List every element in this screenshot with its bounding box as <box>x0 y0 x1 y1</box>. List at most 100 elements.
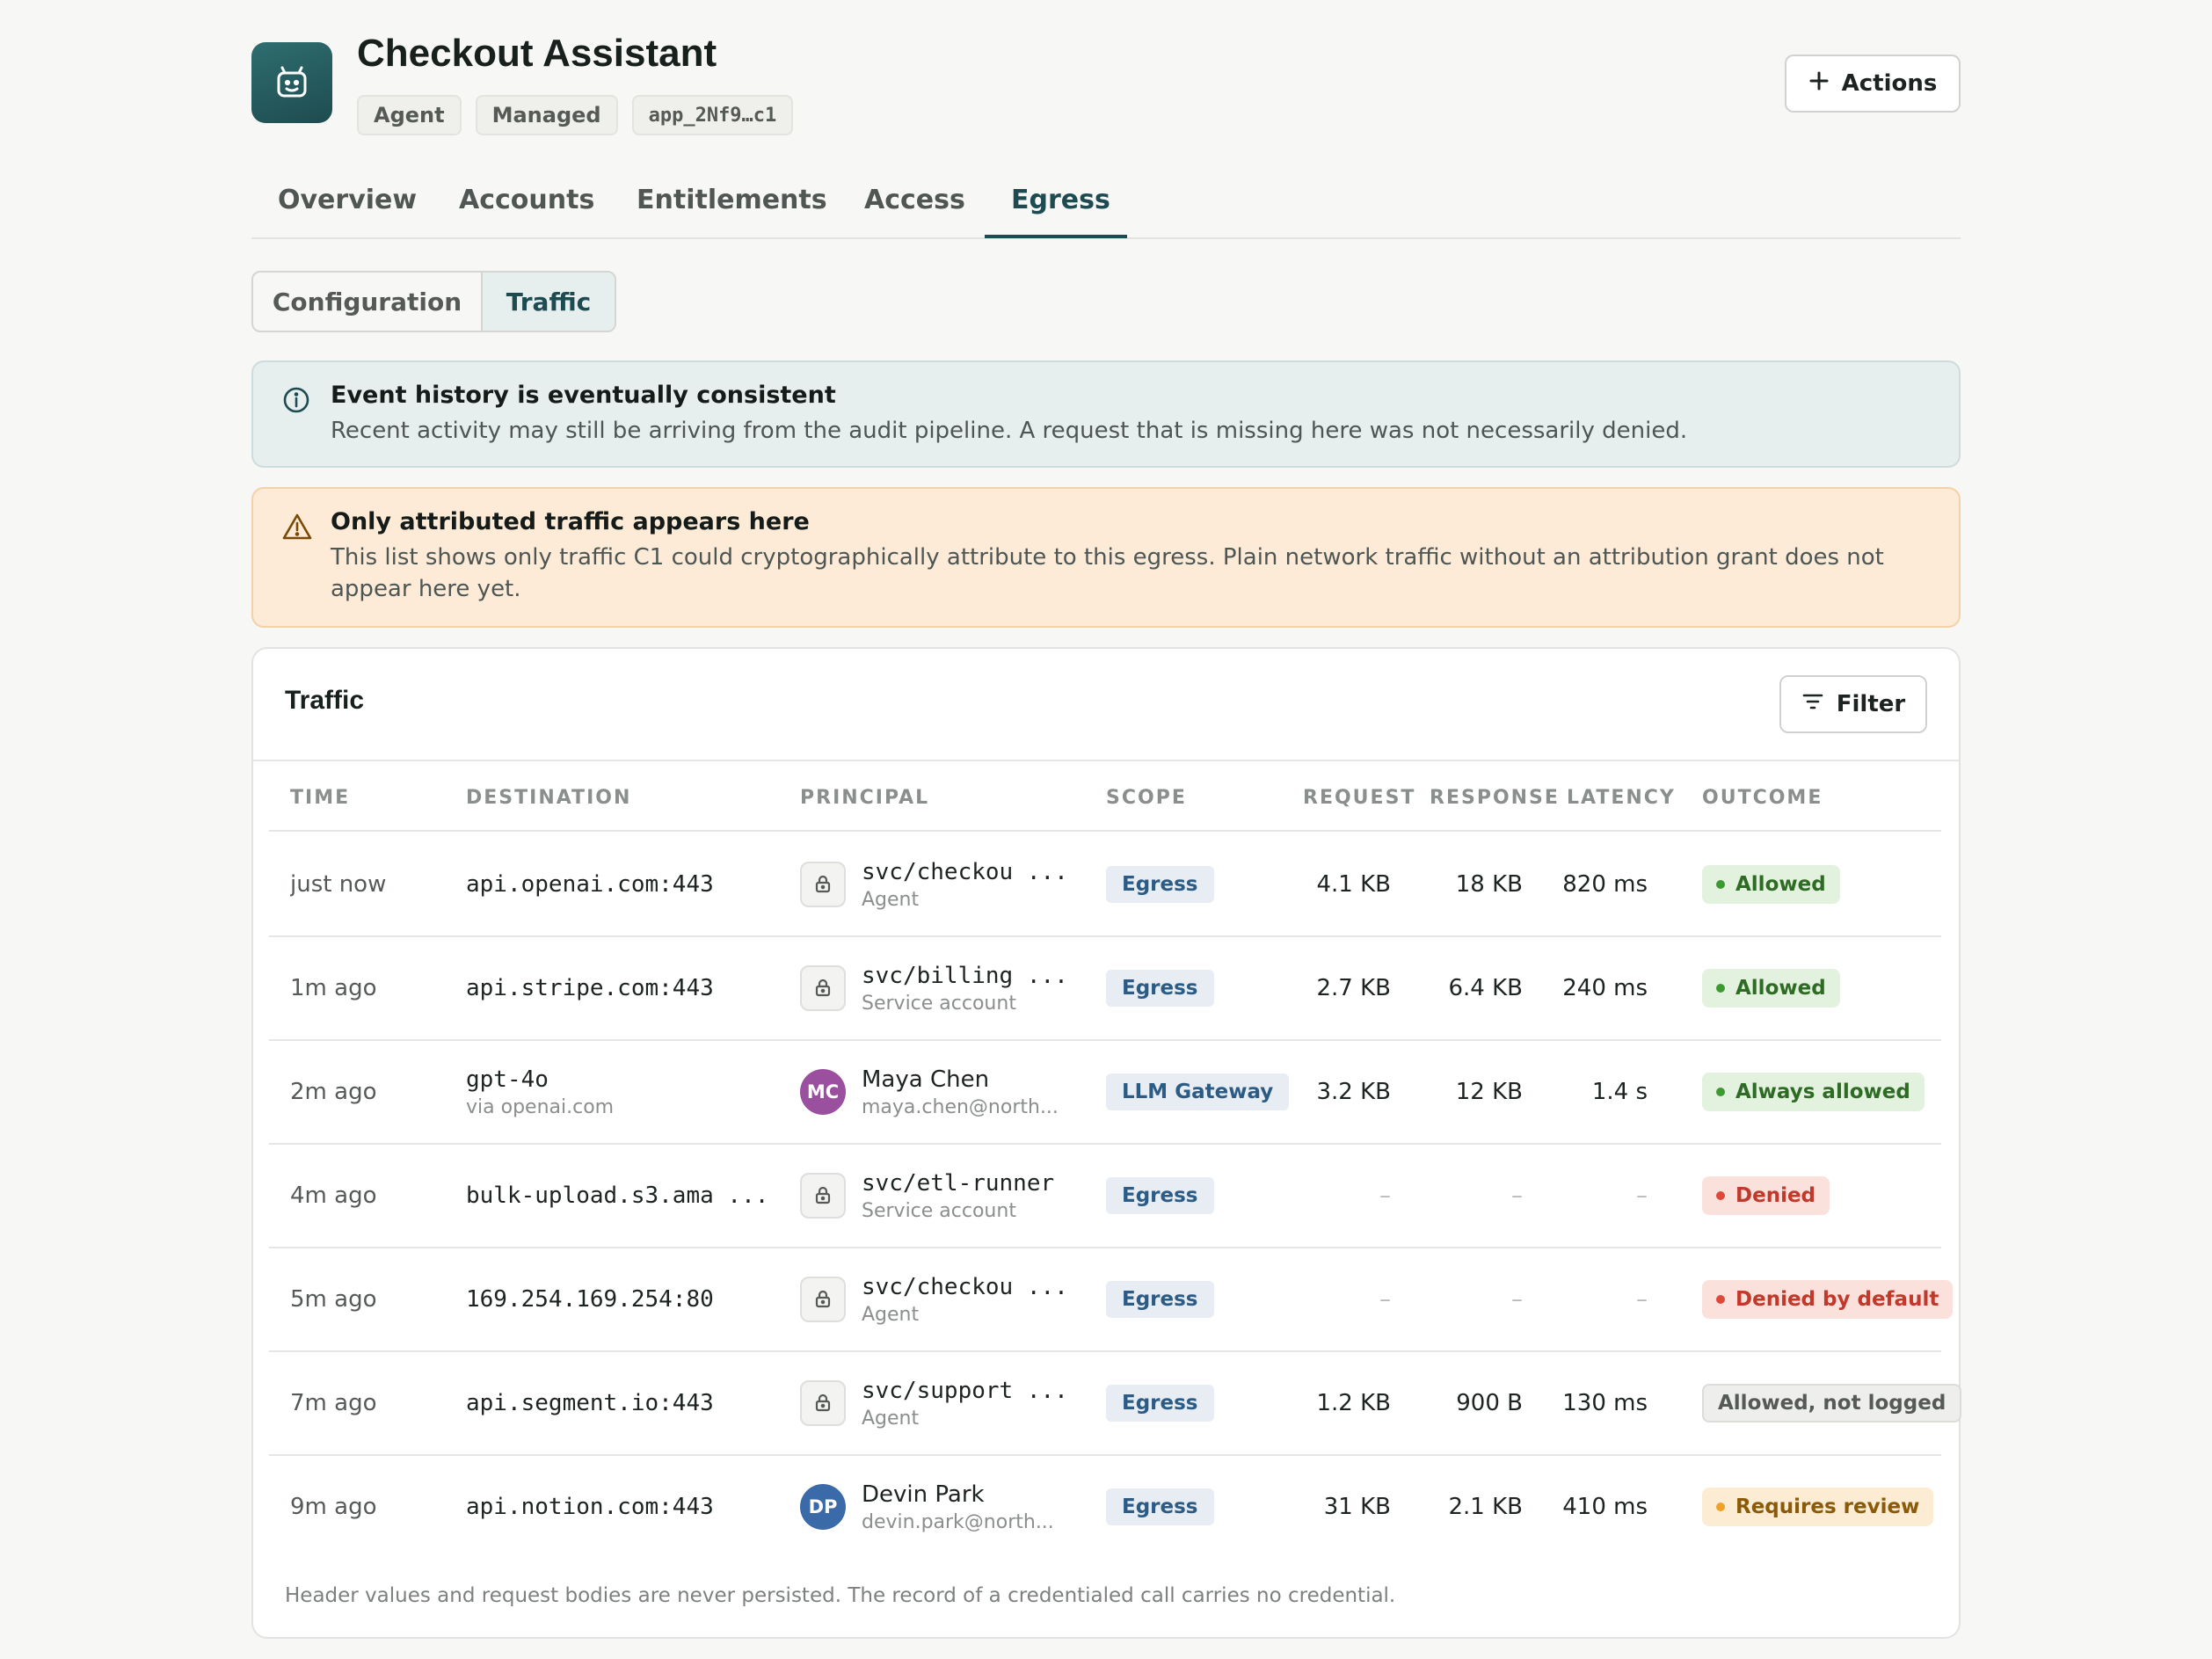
outcome-label: Allowed <box>1735 977 1826 1000</box>
time-value: 7m ago <box>290 1390 377 1416</box>
scope-cell: Egress <box>1106 1456 1214 1558</box>
app-header: Checkout Assistant Agent Managed app_2Nf… <box>251 0 1961 158</box>
table-row[interactable]: 7m ago api.segment.io:443 svc/support ... A… <box>269 1352 1962 1456</box>
subtab-traffic[interactable]: Traffic <box>483 273 615 331</box>
outcome-cell: Allowed <box>1702 833 1840 935</box>
column-header-outcome[interactable]: OUTCOME <box>1702 786 1823 809</box>
scope-cell: LLM Gateway <box>1106 1041 1290 1143</box>
principal-text: svc/billing ... Service account <box>862 963 1068 1015</box>
scope-cell: Egress <box>1106 1352 1214 1454</box>
tab-accounts[interactable]: Accounts <box>459 185 595 215</box>
tab-access[interactable]: Access <box>864 185 965 215</box>
filter-button[interactable]: Filter <box>1779 675 1927 733</box>
outcome-cell: Requires review <box>1702 1456 1934 1558</box>
principal-type: Agent <box>862 1303 920 1326</box>
outcome-cell: Denied <box>1702 1145 1830 1247</box>
request-size: – <box>1379 1286 1391 1313</box>
avatar: DP <box>800 1484 846 1530</box>
response-size: 12 KB <box>1455 1079 1523 1105</box>
traffic-card: Traffic Filter TIME DESTINATION PRINCIPA… <box>251 647 1962 1639</box>
column-header-response[interactable]: RESPONSE <box>1430 786 1560 809</box>
response-size: 18 KB <box>1455 871 1523 898</box>
outcome-cell: Always allowed <box>1702 1041 1925 1143</box>
principal-cell[interactable]: svc/checkou ... Agent <box>800 1248 1081 1350</box>
time-value: 9m ago <box>290 1494 377 1520</box>
column-header-request[interactable]: REQUEST <box>1303 786 1416 809</box>
principal-cell[interactable]: DP Devin Park devin.park@north... <box>800 1456 1081 1558</box>
info-icon <box>281 385 313 417</box>
info-alert: Event history is eventually consistent R… <box>251 360 1961 468</box>
outcome-cell: Allowed <box>1702 937 1840 1039</box>
table-row[interactable]: 1m ago api.stripe.com:443 svc/billing ... S… <box>269 937 1941 1041</box>
principal-type: Service account <box>862 992 1016 1015</box>
table-row[interactable]: 2m ago gpt-4o via openai.com MC Maya Chen may… <box>269 1041 1941 1145</box>
tab-entitlements[interactable]: Entitlements <box>637 185 827 215</box>
principal-cell[interactable]: svc/checkou ... Agent <box>800 833 1081 935</box>
response-size: 2.1 KB <box>1448 1494 1524 1520</box>
principal-cell[interactable]: svc/etl-runner Service account <box>800 1145 1081 1247</box>
outcome-badge: Denied <box>1702 1176 1830 1215</box>
table-header: TIME DESTINATION PRINCIPAL SCOPE REQUEST… <box>269 763 1941 832</box>
principal-name: Devin Park <box>862 1481 985 1508</box>
actions-button[interactable]: Actions <box>1785 55 1961 113</box>
robot-icon <box>251 42 332 123</box>
subtab-configuration[interactable]: Configuration <box>253 273 483 331</box>
table-row[interactable]: just now api.openai.com:443 svc/checkou ..… <box>269 833 1941 937</box>
table-row[interactable]: 4m ago bulk-upload.s3.ama ... svc/etl-runn… <box>269 1145 1941 1248</box>
latency-value: 410 ms <box>1562 1494 1648 1520</box>
avatar: MC <box>800 1069 846 1115</box>
destination-value: api.notion.com:443 <box>466 1494 714 1520</box>
column-header-principal[interactable]: PRINCIPAL <box>800 786 930 809</box>
principal-cell[interactable]: MC Maya Chen maya.chen@north... <box>800 1041 1081 1143</box>
principal-text: Devin Park devin.park@north... <box>862 1481 1054 1533</box>
status-dot <box>1716 880 1725 889</box>
subtab-switcher: Configuration Traffic <box>251 271 616 332</box>
column-header-destination[interactable]: DESTINATION <box>466 786 632 809</box>
tab-overview[interactable]: Overview <box>278 185 418 215</box>
outcome-badge: Denied by default <box>1702 1280 1954 1319</box>
status-dot <box>1716 1088 1725 1096</box>
scope-cell: Egress <box>1106 1145 1214 1247</box>
principal-name: svc/checkou ... <box>862 1273 1068 1300</box>
principal-type: Agent <box>862 1407 920 1430</box>
outcome-badge: Always allowed <box>1702 1073 1925 1111</box>
principal-cell[interactable]: svc/billing ... Service account <box>800 937 1081 1039</box>
warning-alert-body: This list shows only traffic C1 could cr… <box>331 544 1884 602</box>
time-value: just now <box>290 871 387 898</box>
outcome-label: Denied <box>1735 1184 1816 1207</box>
principal-cell[interactable]: svc/support ... Agent <box>800 1352 1081 1454</box>
lock-icon <box>800 862 846 907</box>
column-header-time[interactable]: TIME <box>290 786 351 809</box>
scope-cell: Egress <box>1106 1248 1214 1350</box>
lock-icon <box>800 1173 846 1219</box>
traffic-footnote: Header values and request bodies are nev… <box>285 1584 1396 1607</box>
type-chip: Agent <box>357 95 462 135</box>
warning-alert: Only attributed traffic appears here Thi… <box>251 487 1961 628</box>
scope-badge: LLM Gateway <box>1106 1073 1290 1110</box>
info-alert-body: Recent activity may still be arriving fr… <box>331 418 1688 444</box>
outcome-label: Allowed, not logged <box>1718 1392 1946 1415</box>
scope-badge: Egress <box>1106 1385 1214 1422</box>
principal-text: svc/etl-runner Service account <box>862 1170 1054 1222</box>
destination-value: api.stripe.com:443 <box>466 975 714 1001</box>
principal-type: Service account <box>862 1199 1016 1222</box>
destination-value: bulk-upload.s3.ama ... <box>466 1182 765 1209</box>
column-header-latency[interactable]: LATENCY <box>1567 786 1676 809</box>
table-row[interactable]: 9m ago api.notion.com:443 DP Devin Park devi… <box>269 1456 1941 1560</box>
table-row[interactable]: 5m ago 169.254.169.254:80 svc/checkou ... A… <box>269 1248 1954 1352</box>
request-size: 3.2 KB <box>1316 1079 1392 1105</box>
app-id-chip[interactable]: app_2Nf9…c1 <box>631 95 794 135</box>
request-size: – <box>1379 1182 1391 1209</box>
scope-badge: Egress <box>1106 1177 1214 1214</box>
column-header-scope[interactable]: SCOPE <box>1106 786 1187 809</box>
scope-badge: Egress <box>1106 1488 1214 1525</box>
destination-value: api.openai.com:443 <box>466 871 714 898</box>
request-size: 4.1 KB <box>1316 871 1392 898</box>
card-divider <box>253 760 1959 761</box>
destination-cell: gpt-4o via openai.com <box>466 1041 765 1143</box>
response-size: 6.4 KB <box>1448 975 1524 1001</box>
outcome-cell: Denied by default <box>1702 1248 1954 1350</box>
response-size: – <box>1511 1286 1523 1313</box>
page: Checkout Assistant Agent Managed app_2Nf… <box>251 0 1962 1639</box>
tab-egress[interactable]: Egress <box>1011 185 1110 215</box>
